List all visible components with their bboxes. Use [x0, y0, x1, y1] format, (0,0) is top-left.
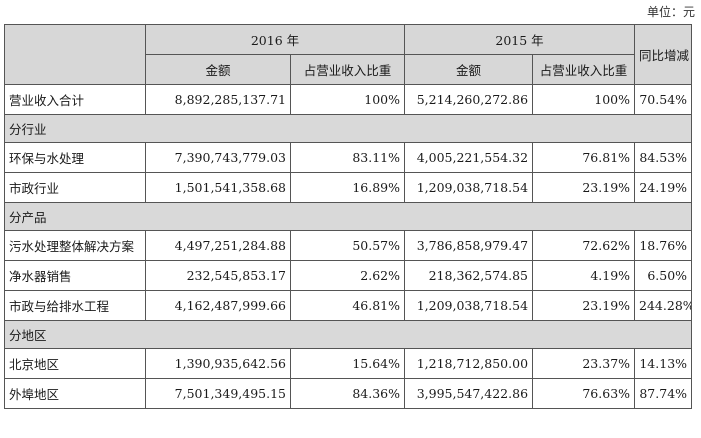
table-row: 污水处理整体解决方案 4,497,251,284.88 50.57% 3,786,85…	[4, 230, 693, 261]
row-label: 外埠地区	[4, 378, 146, 409]
amount-2015: 218,362,574.85	[404, 260, 534, 291]
ratio-2015: 4.19%	[532, 260, 636, 291]
section-title: 分产品	[3, 202, 693, 231]
amount-2015: 4,005,221,554.32	[404, 142, 534, 173]
ratio-2015: 100%	[532, 84, 636, 115]
table-row: 北京地区 1,390,935,642.56 15.64% 1,218,712,850.…	[4, 348, 693, 379]
ratio-2015: 23.19%	[532, 290, 636, 321]
ratio-2016: 16.89%	[289, 172, 406, 203]
amount-2016: 7,390,743,779.03	[145, 142, 291, 173]
header-row-years: 2016 年 2015 年 同比增减	[4, 24, 693, 85]
header-year-2016: 2016 年	[144, 24, 406, 55]
row-label: 净水器销售	[4, 260, 146, 291]
row-label: 污水处理整体解决方案	[4, 230, 146, 261]
amount-2015: 3,786,858,979.47	[404, 230, 534, 261]
amount-2016: 1,390,935,642.56	[145, 348, 291, 379]
header-year-2015: 2015 年	[404, 24, 636, 55]
amount-2016: 8,892,285,137.71	[145, 84, 291, 115]
header-yoy: 同比增减	[634, 24, 693, 85]
section-header-row: 分产品	[3, 202, 693, 231]
row-label: 环保与水处理	[4, 142, 146, 173]
table-row: 市政与给排水工程 4,162,487,999.66 46.81% 1,209,038,…	[4, 290, 693, 321]
ratio-2016: 83.11%	[289, 142, 406, 173]
yoy-change: 84.53%	[634, 142, 693, 173]
amount-2015: 1,209,038,718.54	[404, 290, 534, 321]
header-amount-2016: 金额	[145, 54, 291, 85]
ratio-2016: 50.57%	[289, 230, 406, 261]
unit-label: 单位：元	[646, 5, 695, 19]
amount-2015: 1,209,038,718.54	[404, 172, 534, 203]
ratio-2016: 2.62%	[289, 260, 406, 291]
amount-2016: 1,501,541,358.68	[145, 172, 291, 203]
header-ratio-2015: 占营业收入比重	[532, 54, 636, 85]
yoy-change: 6.50%	[634, 260, 693, 291]
amount-2015: 5,214,260,272.86	[404, 84, 534, 115]
header-row-columns: 金额 占营业收入比重 金额 占营业收入比重	[5, 54, 692, 85]
row-label: 市政行业	[4, 172, 146, 203]
total-row: 营业收入合计 8,892,285,137.71 100% 5,214,260,2…	[4, 84, 693, 115]
amount-2016: 232,545,853.17	[145, 260, 291, 291]
yoy-change: 18.76%	[634, 230, 693, 261]
revenue-table: 2016 年 2015 年 同比增减 金额 占营业收入比重 金额 占营业收入比重…	[3, 24, 693, 409]
yoy-change: 14.13%	[634, 348, 693, 379]
table-row: 环保与水处理 7,390,743,779.03 83.11% 4,005,221,55…	[4, 142, 693, 173]
yoy-change: 244.28%	[634, 290, 693, 321]
yoy-change: 87.74%	[634, 378, 693, 409]
row-label: 北京地区	[4, 348, 146, 379]
header-amount-2015: 金额	[404, 54, 534, 85]
table-row: 外埠地区 7,501,349,495.15 84.36% 3,995,547,422.…	[4, 378, 693, 409]
section-title: 分行业	[3, 114, 693, 143]
ratio-2016: 46.81%	[289, 290, 406, 321]
ratio-2016: 84.36%	[289, 378, 406, 409]
section-header-row: 分地区	[3, 320, 693, 349]
row-label: 市政与给排水工程	[4, 290, 146, 321]
table-row: 市政行业 1,501,541,358.68 16.89% 1,209,038,718.…	[4, 172, 693, 203]
ratio-2016: 100%	[289, 84, 406, 115]
section-title: 分地区	[3, 320, 693, 349]
ratio-2015: 76.81%	[532, 142, 636, 173]
amount-2016: 7,501,349,495.15	[145, 378, 291, 409]
yoy-change: 70.54%	[634, 84, 693, 115]
ratio-2016: 15.64%	[289, 348, 406, 379]
table-row: 净水器销售 232,545,853.17 2.62% 218,362,574.85 4.…	[4, 260, 693, 291]
header-ratio-2016: 占营业收入比重	[289, 54, 406, 85]
ratio-2015: 23.37%	[532, 348, 636, 379]
amount-2015: 1,218,712,850.00	[404, 348, 534, 379]
ratio-2015: 76.63%	[532, 378, 636, 409]
ratio-2015: 72.62%	[532, 230, 636, 261]
header-corner-cell	[4, 24, 146, 85]
row-label: 营业收入合计	[4, 84, 146, 115]
amount-2015: 3,995,547,422.86	[404, 378, 534, 409]
yoy-change: 24.19%	[634, 172, 693, 203]
amount-2016: 4,497,251,284.88	[145, 230, 291, 261]
section-header-row: 分行业	[3, 114, 693, 143]
amount-2016: 4,162,487,999.66	[145, 290, 291, 321]
ratio-2015: 23.19%	[532, 172, 636, 203]
